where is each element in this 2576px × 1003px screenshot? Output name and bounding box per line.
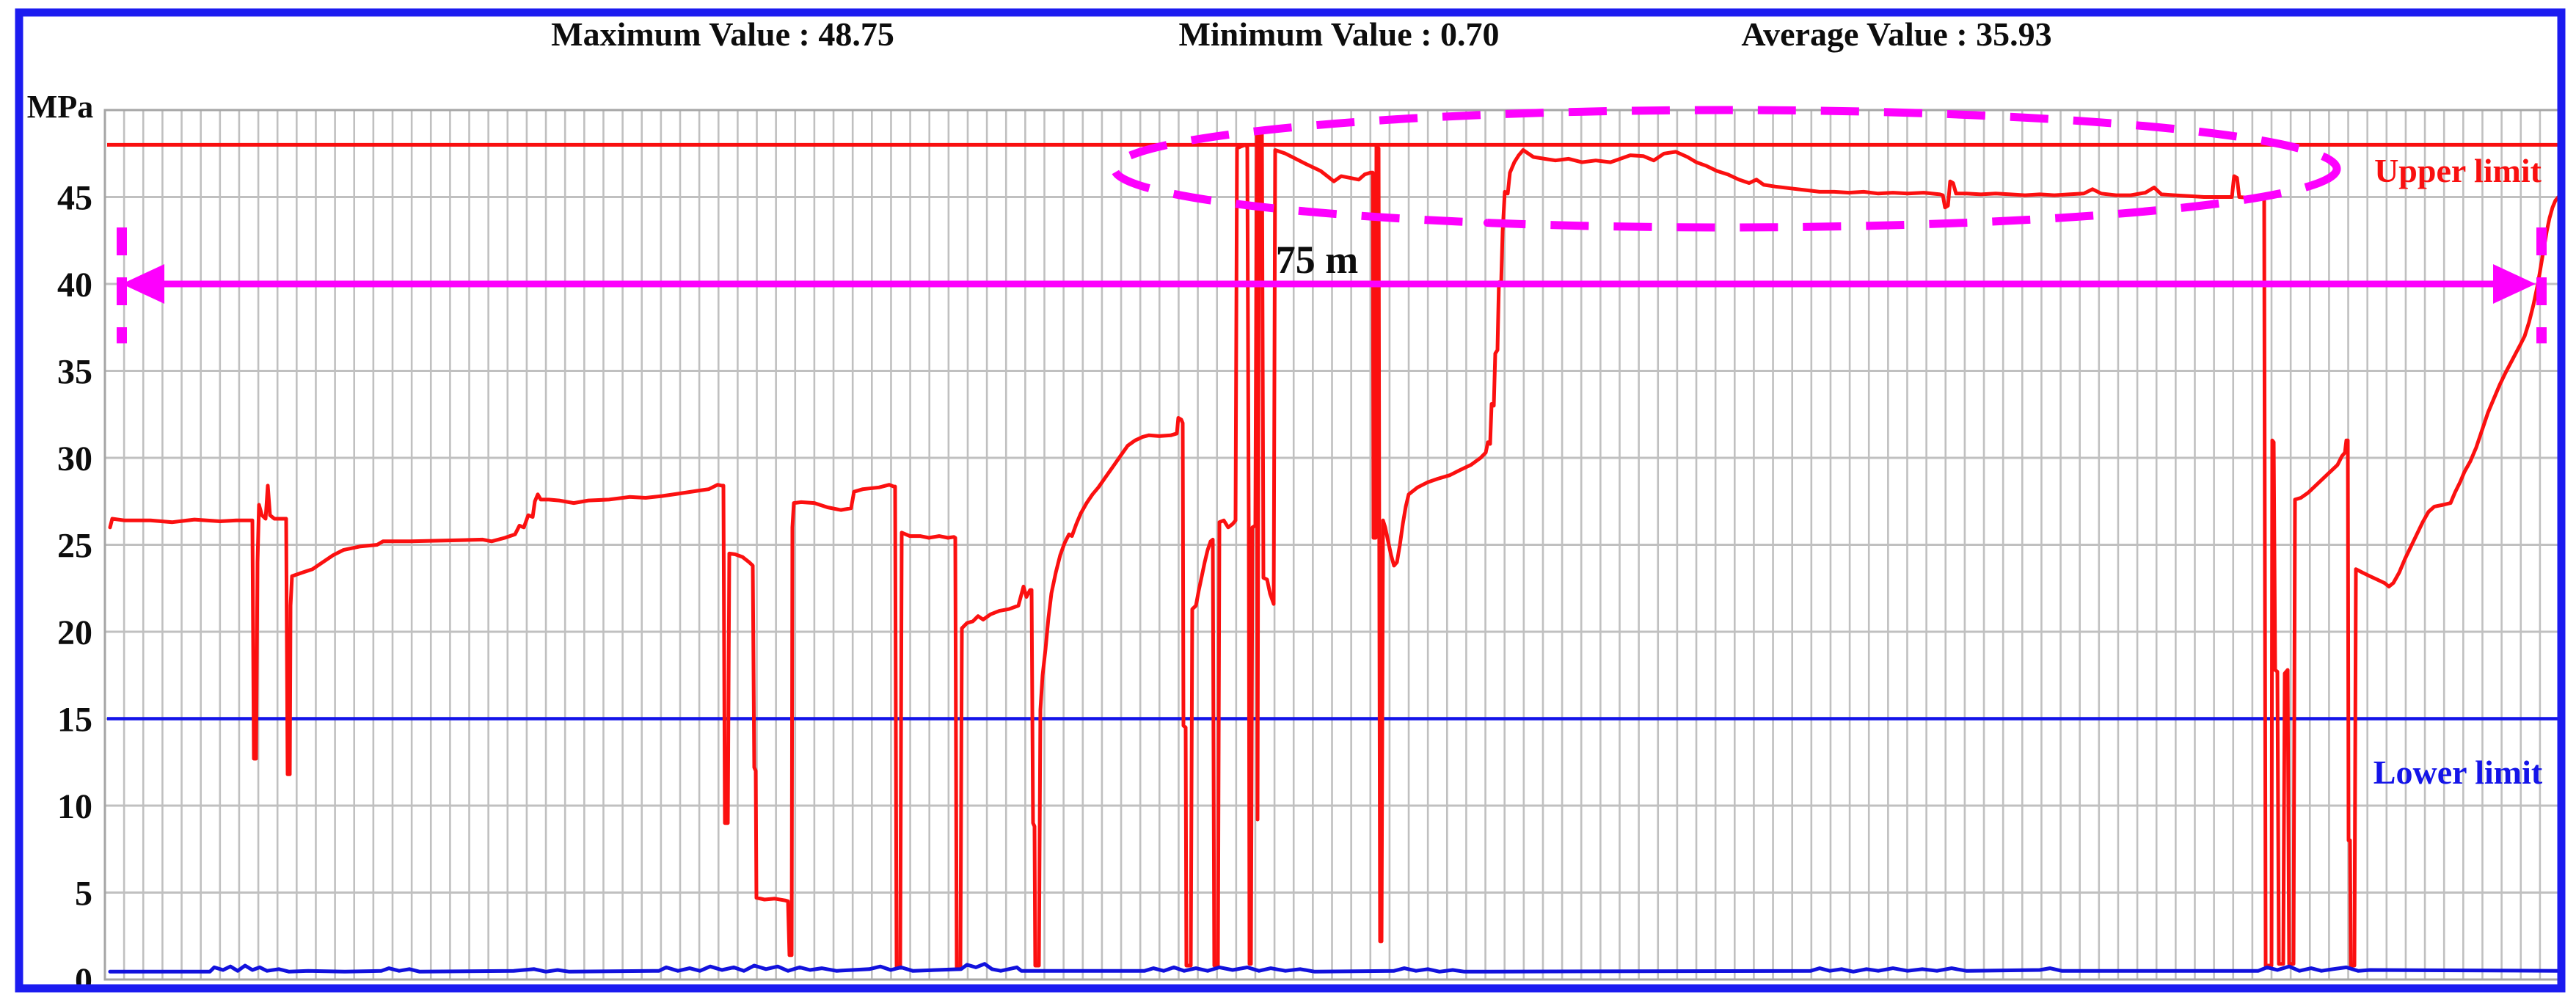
lower-limit-label: Lower limit [2374, 754, 2543, 791]
y-axis-tick-label: 30 [57, 440, 92, 478]
y-axis-tick-label: 45 [57, 179, 92, 218]
y-axis-tick-label: 35 [57, 353, 92, 392]
y-axis-tick-label: 0 [75, 961, 92, 1000]
stat-average-value: Average Value : 35.93 [1741, 15, 2051, 53]
y-axis-tick-label: 25 [57, 527, 92, 566]
span-arrow-head-right [2493, 264, 2536, 304]
y-axis-tick-label: 40 [57, 266, 92, 304]
y-axis-unit-label: MPa [27, 89, 93, 125]
baseline-trace [108, 962, 2563, 974]
y-axis-tick-label: 20 [57, 613, 92, 652]
limit-lines [107, 142, 2561, 721]
upper-limit-label: Upper limit [2374, 152, 2542, 189]
highlight-ellipse [1110, 106, 2341, 232]
chart-outer-border [15, 8, 2566, 993]
stat-maximum-value: Maximum Value : 48.75 [551, 15, 894, 53]
pressure-trace [108, 131, 2564, 971]
span-length-label: 75 m [1276, 238, 1359, 282]
y-axis-tick-label: 5 [75, 875, 92, 913]
magenta-annotations [117, 106, 2547, 343]
y-axis-tick-label: 10 [57, 787, 92, 826]
stat-minimum-value: Minimum Value : 0.70 [1178, 15, 1499, 53]
data-series [108, 131, 2564, 974]
span-arrow-head-left [122, 264, 164, 304]
y-axis-tick-label: 15 [57, 701, 92, 740]
y-axis-ticks: 45 40 35 30 25 20 15 10 5 0 [57, 179, 92, 1001]
